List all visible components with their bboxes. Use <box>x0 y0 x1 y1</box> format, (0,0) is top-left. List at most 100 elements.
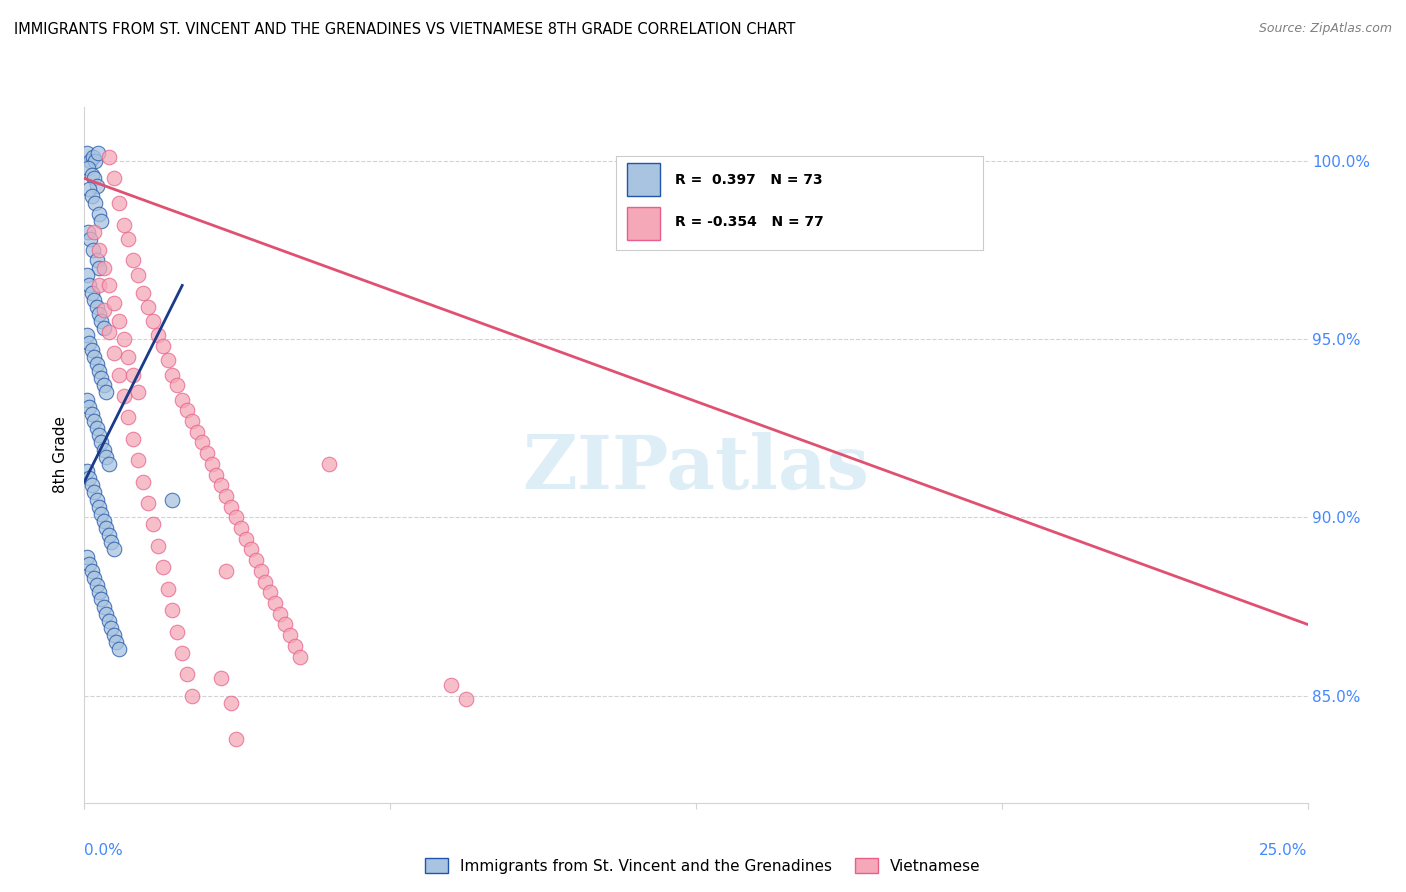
Point <box>76 268 98 282</box>
Point <box>259 585 281 599</box>
Point <box>284 639 307 653</box>
Point <box>83 293 105 307</box>
Point <box>86 178 108 193</box>
Point <box>77 182 100 196</box>
Point <box>93 514 115 528</box>
Point <box>117 232 139 246</box>
Point <box>195 446 218 460</box>
Point <box>162 368 184 382</box>
Point <box>278 628 301 642</box>
Point <box>288 649 311 664</box>
Point <box>103 628 125 642</box>
Point <box>100 621 122 635</box>
Point <box>122 368 145 382</box>
Point <box>132 475 155 489</box>
Point <box>93 321 115 335</box>
Point <box>274 617 297 632</box>
Point <box>264 596 287 610</box>
Point <box>97 325 120 339</box>
Point <box>454 692 477 706</box>
Point <box>172 392 194 407</box>
Point <box>77 161 100 175</box>
Point <box>87 260 110 275</box>
Point <box>172 646 194 660</box>
Point <box>127 268 149 282</box>
Point <box>84 153 107 168</box>
Point <box>93 599 115 614</box>
Point <box>136 300 159 314</box>
Point <box>87 500 110 514</box>
Point <box>146 539 169 553</box>
Point <box>90 592 112 607</box>
Point <box>97 150 120 164</box>
Point <box>97 614 120 628</box>
Text: Source: ZipAtlas.com: Source: ZipAtlas.com <box>1258 22 1392 36</box>
Point <box>181 689 204 703</box>
Point <box>112 389 135 403</box>
Point <box>80 343 103 357</box>
Point <box>80 407 103 421</box>
Point <box>146 328 169 343</box>
Point <box>87 428 110 442</box>
Point <box>77 225 100 239</box>
Point <box>80 478 103 492</box>
Point <box>107 642 129 657</box>
Point <box>83 350 105 364</box>
Point <box>76 328 98 343</box>
Point <box>229 521 252 535</box>
Point <box>191 435 214 450</box>
Point <box>87 278 110 293</box>
Point <box>97 278 120 293</box>
Point <box>86 300 108 314</box>
Point <box>249 564 271 578</box>
Point <box>269 607 291 621</box>
Point <box>107 196 129 211</box>
Text: 25.0%: 25.0% <box>1260 843 1308 858</box>
Point <box>122 253 145 268</box>
Point <box>96 521 118 535</box>
Point <box>80 564 103 578</box>
Point <box>122 432 145 446</box>
Point <box>245 553 267 567</box>
Point <box>117 410 139 425</box>
Point <box>97 457 120 471</box>
Point <box>87 243 110 257</box>
Point <box>254 574 277 589</box>
Point <box>77 557 100 571</box>
Point <box>86 578 108 592</box>
Point <box>83 414 105 428</box>
Point <box>127 453 149 467</box>
Point <box>440 678 463 692</box>
Text: 0.0%: 0.0% <box>84 843 124 858</box>
Point <box>112 332 135 346</box>
Point <box>186 425 208 439</box>
Point <box>127 385 149 400</box>
Point <box>103 346 125 360</box>
Point <box>103 296 125 310</box>
Point <box>162 603 184 617</box>
Point <box>80 168 103 182</box>
Point <box>181 414 204 428</box>
Point <box>225 510 247 524</box>
Point <box>79 232 101 246</box>
Point <box>82 243 104 257</box>
Point <box>87 585 110 599</box>
Point <box>209 671 232 685</box>
Point <box>86 357 108 371</box>
Point <box>87 207 110 221</box>
Point <box>100 535 122 549</box>
Point <box>90 507 112 521</box>
Point <box>80 189 103 203</box>
Point <box>136 496 159 510</box>
Point <box>93 260 115 275</box>
Point <box>176 667 198 681</box>
Point <box>83 571 105 585</box>
Point <box>76 549 98 564</box>
Point <box>132 285 155 300</box>
Point <box>112 218 135 232</box>
Point <box>93 303 115 318</box>
Point <box>86 421 108 435</box>
Point <box>93 378 115 392</box>
Point <box>219 500 242 514</box>
Point <box>80 285 103 300</box>
